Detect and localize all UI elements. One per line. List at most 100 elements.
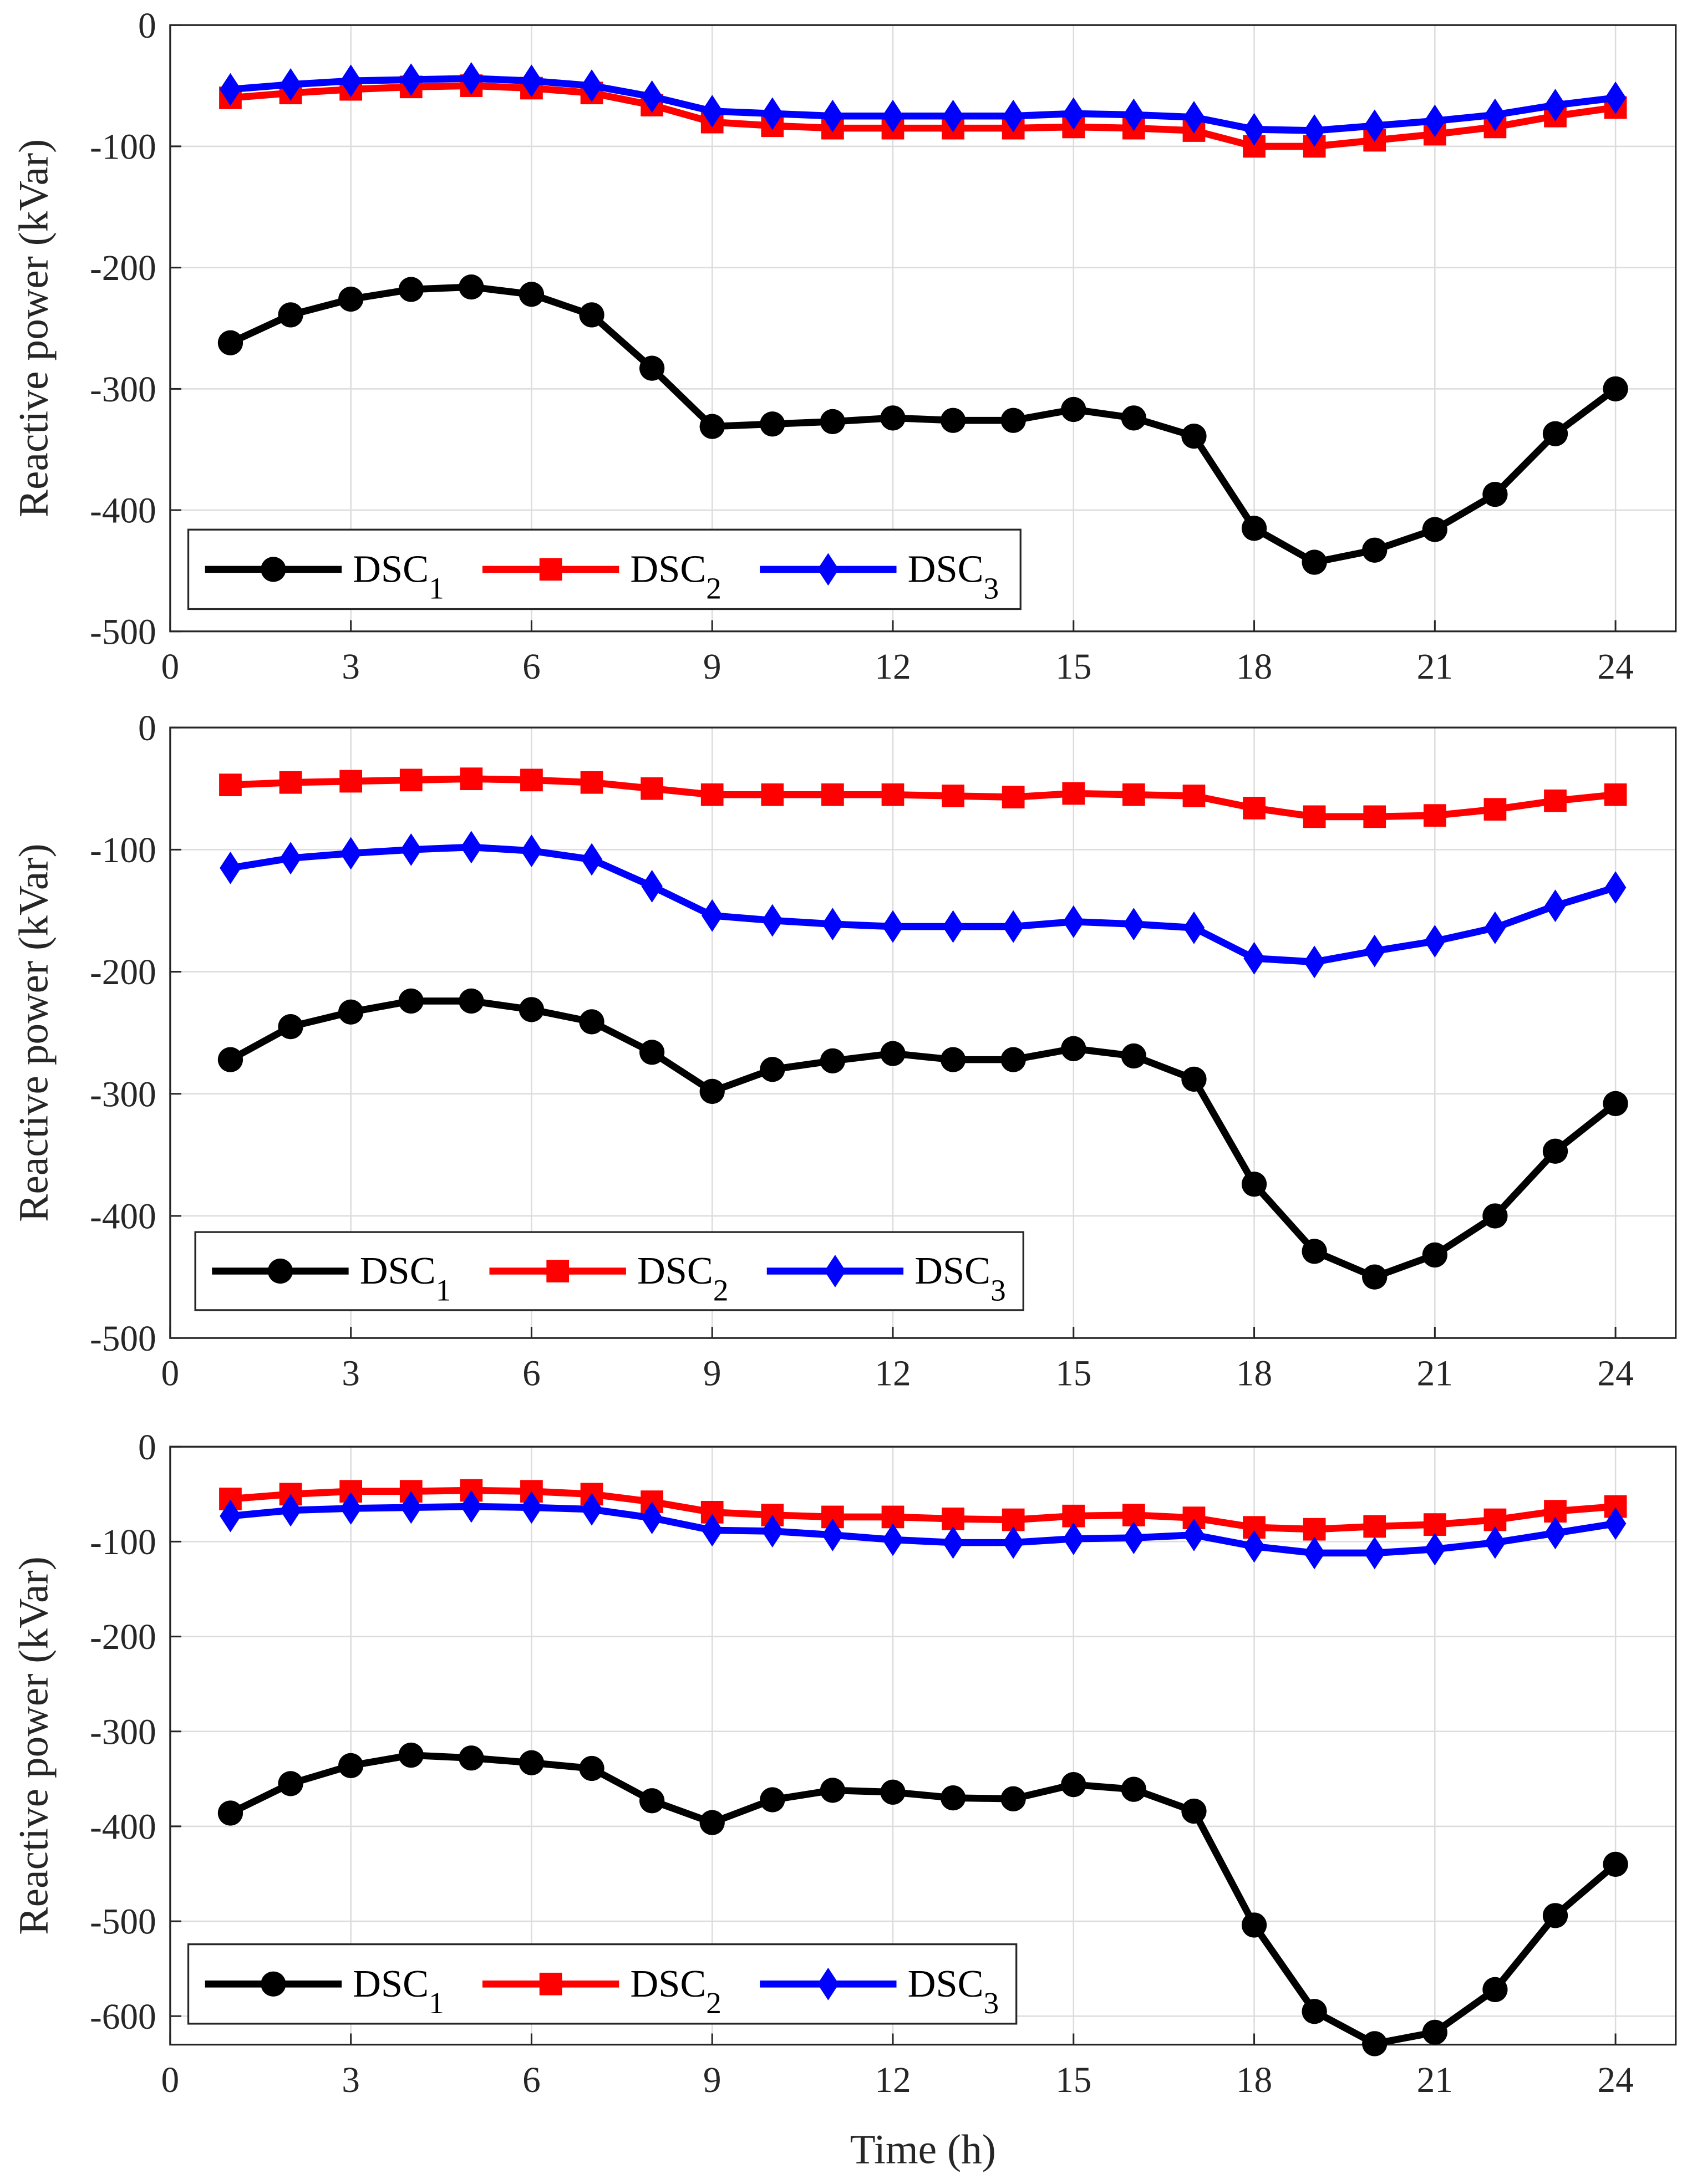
x-tick-label: 18 [1236,1354,1272,1394]
data-point-dsc1 [1181,1798,1207,1824]
y-tick-label: -200 [90,953,156,992]
data-point-dsc3 [942,1526,964,1559]
data-point-dsc2 [279,771,302,794]
data-point-dsc1 [639,355,665,381]
data-point-dsc2 [761,783,784,806]
data-point-dsc3 [1243,941,1265,975]
legend: DSC1 DSC2 DSC3 [187,528,1022,610]
data-point-dsc1 [459,988,484,1014]
data-point-dsc3 [460,831,482,864]
data-point-dsc1 [1302,1239,1327,1264]
y-tick-label: -200 [90,248,156,288]
data-point-dsc1 [579,1009,604,1035]
y-axis-label: Reactive power (kVar) [11,843,57,1222]
data-point-dsc1 [278,1771,303,1796]
data-point-dsc3 [400,833,422,866]
data-point-dsc1 [217,1047,243,1072]
data-point-dsc2 [520,768,543,792]
data-point-dsc1 [760,411,785,437]
data-point-dsc1 [880,1041,906,1066]
data-point-dsc1 [398,1742,424,1768]
data-point-dsc3 [340,837,362,870]
y-axis-label: Reactive power (kVar) [11,1556,57,1935]
data-point-dsc3 [1183,911,1205,944]
y-tick-label: -500 [90,612,156,652]
x-tick-label: 0 [161,647,180,687]
data-point-dsc1 [940,1047,966,1072]
data-point-dsc2 [881,783,905,806]
data-point-dsc1 [1422,2019,1447,2045]
data-point-dsc2 [821,783,844,806]
data-point-dsc3 [822,1519,844,1551]
data-point-dsc3 [280,842,302,875]
data-point-dsc2 [1363,1515,1386,1538]
data-point-dsc3 [220,73,241,106]
data-point-dsc1 [940,408,966,433]
legend-subscript: 2 [706,1986,721,2020]
data-point-dsc1 [699,414,725,439]
data-point-dsc2 [641,777,663,800]
data-point-dsc1 [820,409,846,434]
data-point-dsc3 [1002,99,1024,133]
data-point-dsc3 [1424,104,1446,138]
data-point-dsc1 [1121,1776,1146,1802]
series-dsc2 [219,767,1627,828]
data-point-dsc1 [820,1048,846,1073]
legend: DSC1 DSC2 DSC3 [187,1943,1018,2025]
data-point-dsc3 [220,1499,241,1533]
data-point-dsc3 [581,69,603,103]
legend-marker [267,1258,293,1284]
y-tick-label: -400 [90,1808,156,1847]
data-point-dsc3 [581,1493,603,1526]
data-point-dsc3 [460,62,482,95]
data-point-dsc3 [1243,1530,1265,1563]
data-point-dsc2 [219,773,242,797]
data-point-dsc1 [940,1785,966,1811]
x-tick-label: 0 [161,2060,180,2100]
x-tick-label: 24 [1597,1354,1633,1394]
data-point-dsc1 [338,286,364,312]
data-point-dsc1 [1241,516,1267,541]
x-tick-label: 3 [342,647,360,687]
legend-subscript: 3 [984,572,999,605]
y-tick-label: -300 [90,1075,156,1114]
data-point-dsc3 [882,910,904,943]
legend-marker [261,557,286,582]
data-point-dsc3 [1364,934,1385,968]
x-tick-label: 6 [522,2060,541,2100]
series-dsc1 [217,988,1628,1290]
data-point-dsc1 [398,277,424,302]
axes-box [169,1445,1677,2046]
x-tick-label: 15 [1055,1354,1091,1394]
data-point-dsc1 [278,1014,303,1040]
data-point-dsc1 [519,282,545,307]
y-tick-label: -600 [90,1997,156,2037]
data-point-dsc2 [1363,805,1386,828]
x-tick-label: 21 [1417,2060,1453,2100]
x-tick-label: 9 [703,2060,721,2100]
x-axis-label: Time (h) [850,2126,996,2172]
data-point-dsc2 [1544,789,1567,812]
data-point-dsc1 [1542,421,1568,446]
x-tick-label: 15 [1055,2060,1091,2100]
data-point-dsc3 [761,97,784,130]
data-point-dsc3 [701,95,723,128]
data-point-dsc1 [1542,1138,1568,1164]
data-point-dsc3 [1063,905,1084,938]
data-point-dsc3 [581,843,603,876]
data-point-dsc1 [1482,1977,1508,2002]
data-point-dsc3 [1484,911,1506,944]
legend-marker [539,1972,562,1995]
data-point-dsc1 [1181,423,1207,449]
data-point-dsc3 [822,99,844,133]
data-point-dsc1 [1603,376,1628,401]
data-point-dsc3 [1424,925,1446,958]
x-tick-label: 21 [1417,647,1453,687]
data-point-dsc3 [1544,1516,1566,1550]
x-tick-label: 6 [522,647,541,687]
data-point-dsc3 [641,80,663,113]
data-point-dsc2 [460,767,483,791]
legend-subscript: 1 [429,572,444,605]
data-point-dsc1 [398,988,424,1014]
